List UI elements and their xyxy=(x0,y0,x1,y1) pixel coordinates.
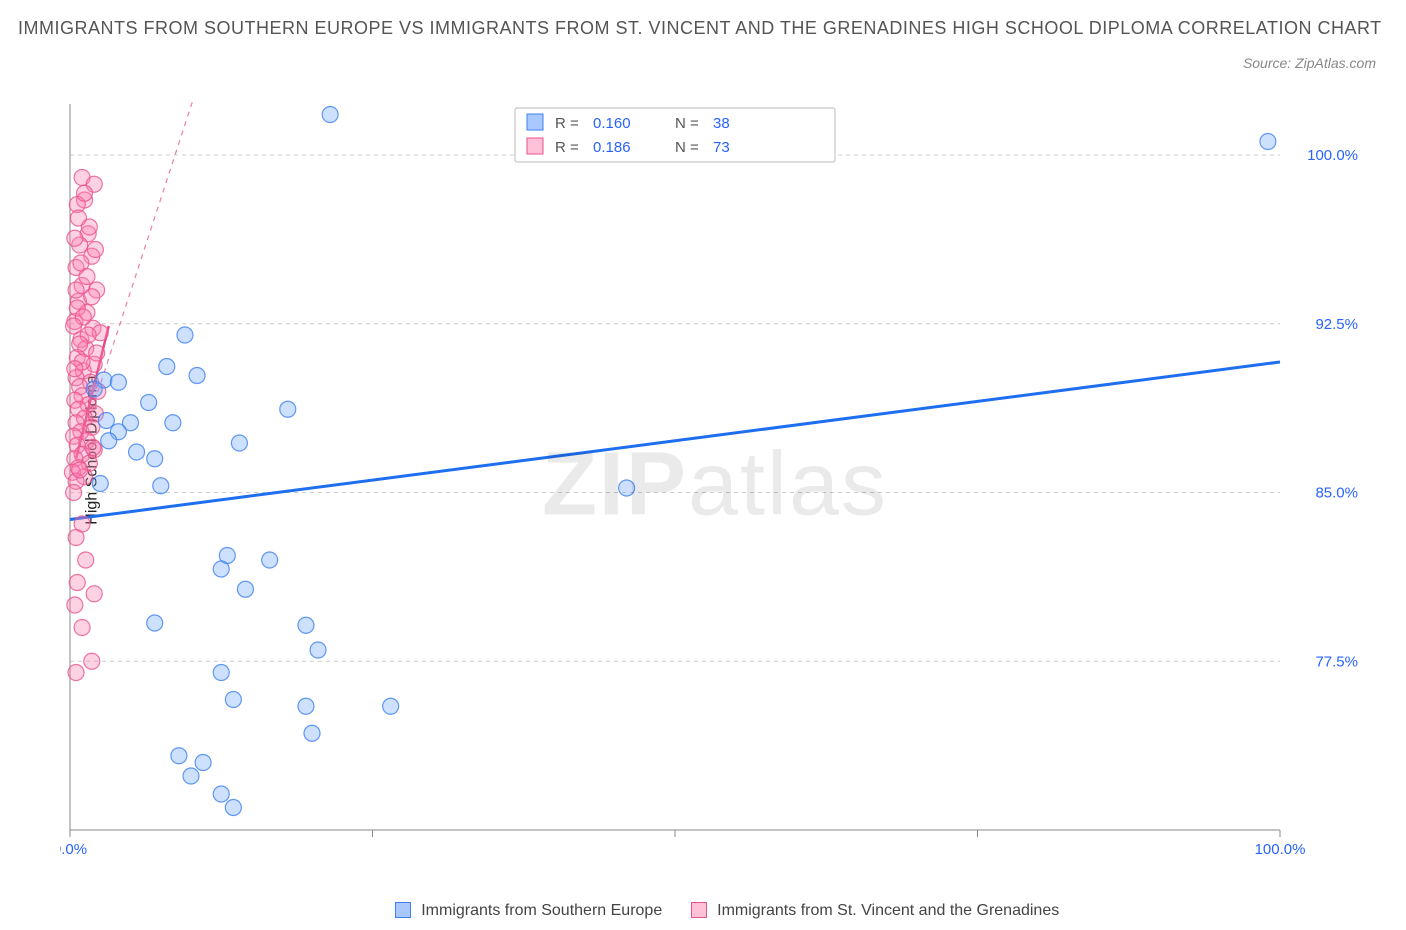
data-point xyxy=(68,282,84,298)
bottom-legend: Immigrants from Southern Europe Immigran… xyxy=(60,902,1370,920)
data-point xyxy=(1260,134,1276,150)
legend-top-swatch-pink xyxy=(527,138,543,154)
data-point xyxy=(101,433,117,449)
scatter-chart: R = 0.160 N = 38 R = 0.186 N = 73 77.5% 85.0% 92.… xyxy=(60,100,1370,870)
data-point xyxy=(68,530,84,546)
legend-top-text: 0.160 xyxy=(593,115,631,132)
legend-top-text: 73 xyxy=(713,139,730,156)
data-point xyxy=(72,336,88,352)
data-point xyxy=(141,395,157,411)
data-point xyxy=(177,327,193,343)
legend-label-pink: Immigrants from St. Vincent and the Gren… xyxy=(717,902,1059,919)
data-point xyxy=(147,451,163,467)
data-point xyxy=(79,269,95,285)
data-point xyxy=(183,768,199,784)
data-point xyxy=(89,345,105,361)
legend-top-text: R = xyxy=(555,139,579,156)
legend-top-text: R = xyxy=(555,115,579,132)
data-point xyxy=(67,361,83,377)
legend-swatch-blue xyxy=(395,902,411,918)
data-point xyxy=(213,665,229,681)
data-point xyxy=(298,698,314,714)
y-tick-label: 85.0% xyxy=(1315,485,1358,502)
y-tick-label: 77.5% xyxy=(1315,653,1358,670)
data-point xyxy=(153,478,169,494)
legend-top-swatch-blue xyxy=(527,114,543,130)
data-point xyxy=(67,597,83,613)
data-point xyxy=(66,485,82,501)
data-point xyxy=(280,401,296,417)
data-point xyxy=(147,615,163,631)
data-point xyxy=(129,444,145,460)
data-point xyxy=(310,642,326,658)
y-tick-label: 92.5% xyxy=(1315,316,1358,333)
data-point xyxy=(298,617,314,633)
data-point xyxy=(68,665,84,681)
data-point xyxy=(171,748,187,764)
data-point xyxy=(69,575,85,591)
data-point xyxy=(86,381,102,397)
data-point xyxy=(213,786,229,802)
data-point xyxy=(84,653,100,669)
x-tick-label: 100.0% xyxy=(1255,841,1306,858)
data-point xyxy=(213,561,229,577)
data-point xyxy=(231,435,247,451)
x-tick-label: 0.0% xyxy=(60,841,87,858)
data-point xyxy=(322,107,338,123)
data-point xyxy=(66,318,82,334)
data-point xyxy=(262,552,278,568)
y-tick-label: 100.0% xyxy=(1307,147,1358,164)
legend-top-text: N = xyxy=(675,115,699,132)
chart-title: IMMIGRANTS FROM SOUTHERN EUROPE VS IMMIG… xyxy=(18,12,1388,44)
data-point xyxy=(72,462,88,478)
data-point xyxy=(77,185,93,201)
legend-label-blue: Immigrants from Southern Europe xyxy=(421,902,662,919)
data-point xyxy=(225,692,241,708)
source-credit: Source: ZipAtlas.com xyxy=(1243,55,1376,71)
data-point xyxy=(619,480,635,496)
data-point xyxy=(304,725,320,741)
data-point xyxy=(159,359,175,375)
data-point xyxy=(189,368,205,384)
data-point xyxy=(78,552,94,568)
data-point xyxy=(74,620,90,636)
data-point xyxy=(86,586,102,602)
data-point xyxy=(92,476,108,492)
data-point xyxy=(225,800,241,816)
data-point xyxy=(165,415,181,431)
data-point xyxy=(67,230,83,246)
data-point xyxy=(110,374,126,390)
data-point xyxy=(87,242,103,258)
data-point xyxy=(383,698,399,714)
data-point xyxy=(84,289,100,305)
data-point xyxy=(85,440,101,456)
data-point xyxy=(195,755,211,771)
legend-top-text: 38 xyxy=(713,115,730,132)
data-point xyxy=(98,413,114,429)
data-point xyxy=(81,219,97,235)
legend-top-text: 0.186 xyxy=(593,139,631,156)
legend-swatch-pink xyxy=(691,902,707,918)
legend-top-text: N = xyxy=(675,139,699,156)
chart-area: ZIPatlas R =0.160N =38R =0.186N =73 77.5… xyxy=(60,100,1370,870)
data-point xyxy=(237,581,253,597)
